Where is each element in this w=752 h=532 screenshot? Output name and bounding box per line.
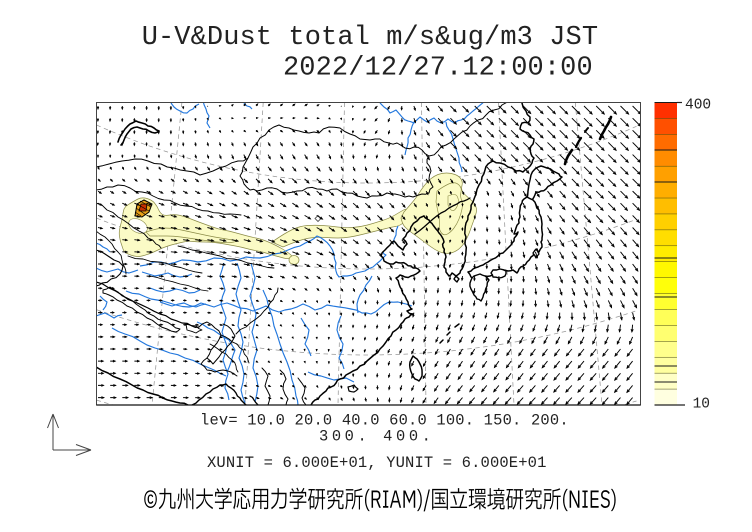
svg-text:2022/12/27.12:00:00: 2022/12/27.12:00:00 [283, 54, 593, 84]
svg-text:lev= 10.0 20.0 40.0 60.0 100.: lev= 10.0 20.0 40.0 60.0 100. 150. 200. [200, 412, 569, 430]
svg-text:400: 400 [685, 98, 711, 114]
svg-text:10: 10 [693, 397, 710, 413]
svg-text:300. 400.: 300. 400. [319, 428, 435, 446]
svg-text:U-V&Dust total m/s&ug/m3 JST: U-V&Dust total m/s&ug/m3 JST [142, 23, 598, 53]
svg-text:XUNIT = 6.000E+01, YUNIT = 6.0: XUNIT = 6.000E+01, YUNIT = 6.000E+01 [207, 454, 547, 472]
